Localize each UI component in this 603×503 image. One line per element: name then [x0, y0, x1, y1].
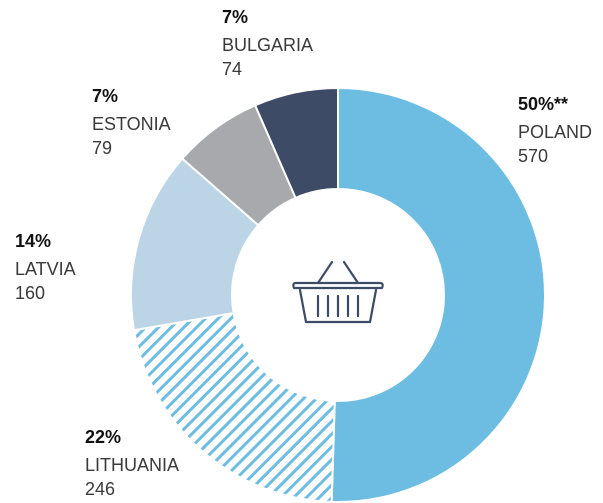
- basket-icon: [292, 260, 384, 324]
- share-label: 50%**: [518, 94, 568, 114]
- share-label: 22%: [85, 427, 121, 447]
- slice: [253, 86, 339, 200]
- slice: [132, 311, 336, 503]
- category-label: POLAND: [518, 122, 592, 142]
- category-label: ESTONIA: [92, 114, 171, 134]
- category-label: LITHUANIA: [85, 455, 179, 475]
- value-label: 246: [85, 479, 115, 499]
- value-label: 79: [92, 138, 112, 158]
- share-label: 14%: [15, 231, 51, 251]
- category-label: LATVIA: [15, 259, 76, 279]
- donut: [130, 86, 546, 503]
- value-label: 160: [15, 283, 45, 303]
- share-label: 7%: [222, 7, 248, 27]
- category-label: BULGARIA: [222, 35, 313, 55]
- slice: [330, 86, 546, 503]
- value-label: 74: [222, 59, 242, 79]
- share-label: 7%: [92, 86, 118, 106]
- value-label: 570: [518, 146, 548, 166]
